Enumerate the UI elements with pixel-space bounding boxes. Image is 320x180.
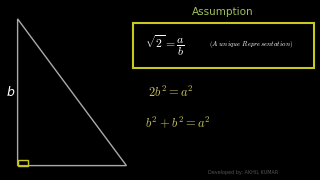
Text: Developed by: AKHIL KUMAR: Developed by: AKHIL KUMAR (208, 170, 278, 175)
Text: $2b^2 = a^2$: $2b^2 = a^2$ (148, 85, 194, 100)
Bar (18, 160, 28, 166)
Text: Assumption: Assumption (192, 7, 253, 17)
Text: $(A\ unique\ Representation)$: $(A\ unique\ Representation)$ (209, 39, 293, 50)
Text: $\sqrt{2} = \dfrac{a}{b}$: $\sqrt{2} = \dfrac{a}{b}$ (145, 34, 185, 58)
Bar (133, 23, 314, 68)
Text: $b^2 + b^2 = a^2$: $b^2 + b^2 = a^2$ (145, 115, 211, 130)
Text: $b$: $b$ (6, 85, 15, 99)
